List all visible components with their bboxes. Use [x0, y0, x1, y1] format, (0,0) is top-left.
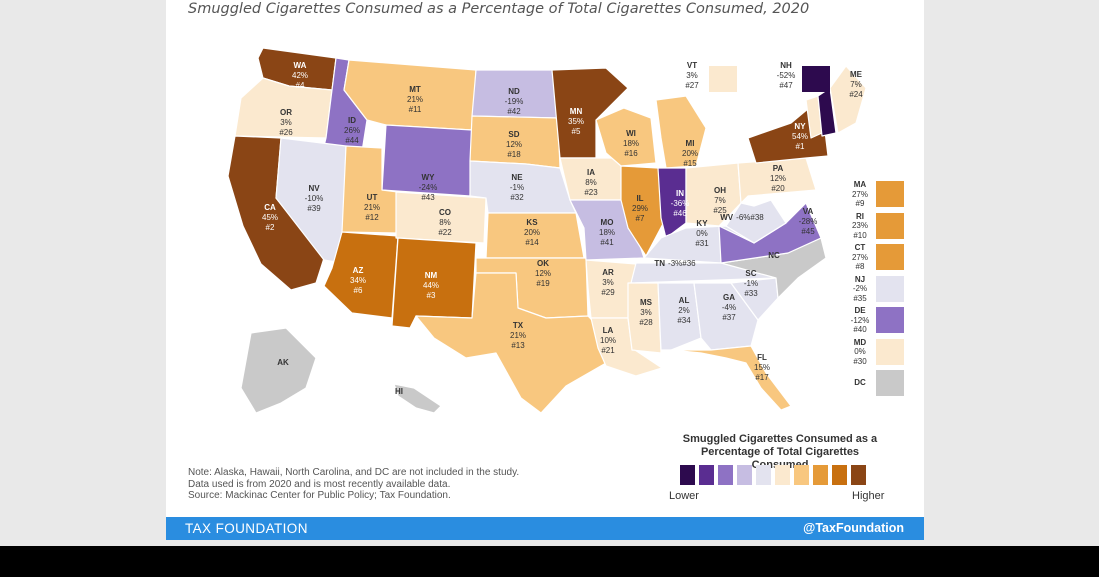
side-label-dc: DC [854, 378, 866, 387]
label-ky: KY 0% #31 [695, 219, 709, 248]
footer-bar: TAX FOUNDATION @TaxFoundation [166, 517, 924, 540]
label-hi: HI [395, 387, 403, 396]
label-ny: NY 54% #1 [791, 122, 809, 151]
label-mn: MN 35% #5 [567, 107, 585, 136]
legend-swatch-7 [794, 465, 809, 485]
side-label-ri: RI 23% #10 [851, 211, 868, 240]
label-nv: NV -10% #39 [304, 184, 324, 213]
label-wv: WV -6%#38 [720, 213, 764, 222]
label-ks: KS 20% #14 [523, 218, 541, 247]
callout-box-nh [802, 66, 830, 92]
bottom-bar [0, 546, 1099, 577]
label-nm: NM 44% #3 [422, 271, 440, 300]
label-tn: TN -3%#36 [654, 259, 696, 268]
state-co [395, 191, 487, 244]
label-mo: MO 18% #41 [598, 218, 616, 247]
swatch-md [876, 338, 904, 365]
label-ar: AR 3% #29 [601, 268, 615, 297]
legend-swatch-1 [680, 465, 695, 485]
state-wi [595, 107, 657, 167]
footer-handle: @TaxFoundation [803, 521, 904, 535]
label-or: OR 3% #26 [279, 108, 293, 137]
swatch-ri [876, 212, 904, 239]
legend-swatch-10 [851, 465, 866, 485]
callout-box-vt [709, 66, 737, 92]
legend-scale [680, 465, 866, 485]
side-label-md: MD 0% #30 [853, 337, 867, 366]
label-in: IN -36% #46 [670, 189, 690, 218]
swatch-dc [876, 370, 904, 396]
label-ak: AK [277, 358, 289, 367]
footer-brand: TAX FOUNDATION [185, 521, 308, 536]
label-ms: MS 3% #28 [639, 298, 653, 327]
state-in [657, 167, 687, 239]
label-ca: CA 45% #2 [261, 203, 279, 232]
label-la: LA 10% #21 [599, 326, 617, 355]
state-hi [393, 383, 442, 414]
legend-title-line-1: Smuggled Cigarettes Consumed as a [682, 433, 878, 445]
legend-swatch-9 [832, 465, 847, 485]
label-pa: PA 12% #20 [769, 164, 787, 193]
label-ia: IA 8% #23 [584, 168, 598, 197]
side-label-de: DE -12% #40 [850, 306, 870, 334]
swatch-de [876, 307, 904, 333]
state-ms [627, 282, 662, 354]
side-label-nj: NJ -2% #35 [852, 274, 868, 303]
label-ok: OK 12% #19 [534, 259, 552, 288]
label-nc: NC [768, 251, 780, 260]
label-ut: UT 21% #12 [363, 193, 381, 222]
label-vt: VT 3% #27 [685, 61, 699, 90]
legend-swatch-3 [718, 465, 733, 485]
label-fl: FL 15% #17 [753, 353, 771, 382]
legend-swatch-4 [737, 465, 752, 485]
label-il: IL 29% #7 [631, 194, 649, 223]
legend-title: Smuggled Cigarettes Consumed as a Percen… [672, 433, 888, 472]
label-co: CO 8% #22 [438, 208, 452, 237]
state-me [829, 65, 867, 134]
state-mi [655, 95, 707, 169]
label-nh: NH -52% #47 [776, 61, 796, 90]
label-me: ME 7% #24 [849, 70, 863, 99]
legend-swatch-6 [775, 465, 790, 485]
label-mi: MI 20% #15 [681, 139, 699, 168]
label-az: AZ 34% #6 [349, 266, 367, 295]
label-oh: OH 7% #25 [713, 186, 727, 215]
label-sc: SC -1% #33 [743, 269, 759, 298]
swatch-ma [876, 181, 904, 207]
state-al [657, 282, 702, 351]
note: Note: Alaska, Hawaii, North Carolina, an… [188, 467, 519, 502]
legend-swatch-5 [756, 465, 771, 485]
label-sd: SD 12% #18 [505, 130, 523, 159]
source-line: Source: Mackinac Center for Public Polic… [188, 490, 451, 501]
legend-high-label: Higher [852, 490, 885, 502]
state-oh [685, 162, 742, 227]
label-ga: GA -4% #37 [721, 293, 737, 322]
label-nd: ND -19% #42 [504, 87, 524, 116]
label-tx: TX 21% #13 [509, 321, 527, 350]
label-wa: WA 42% #4 [291, 61, 309, 90]
label-mt: MT 21% #11 [406, 85, 424, 114]
legend-low-label: Lower [669, 490, 699, 502]
label-wy: WY -24% #43 [418, 173, 438, 202]
map-title: Smuggled Cigarettes Consumed as a Percen… [188, 1, 810, 17]
us-map [227, 47, 867, 414]
state-nv [275, 137, 347, 264]
label-ne: NE -1% #32 [509, 173, 525, 202]
state-fl [670, 345, 792, 411]
note-line-1: Note: Alaska, Hawaii, North Carolina, an… [188, 467, 520, 478]
side-label-ma: MA 27% #9 [851, 180, 868, 208]
label-wi: WI 18% #16 [622, 129, 640, 158]
label-va: VA -28% #45 [798, 207, 818, 236]
state-ak [240, 327, 317, 414]
legend-swatch-2 [699, 465, 714, 485]
label-id: ID 26% #44 [343, 116, 361, 145]
swatch-nj [876, 275, 904, 302]
legend-swatch-8 [813, 465, 828, 485]
note-line-2: Data used is from 2020 and is most recen… [188, 478, 451, 490]
swatch-ct [876, 244, 904, 270]
side-label-ct: CT 27% #8 [851, 243, 868, 271]
label-al: AL 2% #34 [677, 296, 691, 325]
